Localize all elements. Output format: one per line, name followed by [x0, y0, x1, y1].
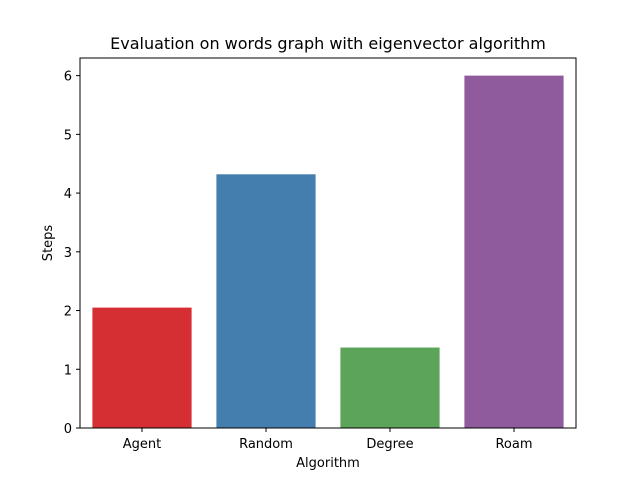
- x-tick-label: Random: [239, 437, 293, 452]
- x-tick-label: Agent: [123, 437, 161, 452]
- plot-area-frame: [79, 57, 577, 429]
- y-tick-label: 2: [64, 305, 72, 320]
- x-axis-label: Algorithm: [296, 456, 360, 471]
- chart-title: Evaluation on words graph with eigenvect…: [110, 34, 546, 53]
- y-axis-label: Steps: [41, 225, 56, 262]
- y-tick-label: 5: [64, 128, 72, 143]
- y-tick-label: 0: [64, 422, 72, 437]
- x-tick-label: Degree: [366, 437, 413, 452]
- x-tick-label: Roam: [495, 437, 532, 452]
- y-tick-label: 1: [64, 363, 72, 378]
- y-tick-label: 6: [64, 70, 72, 85]
- bars-layer: [92, 75, 564, 429]
- ticks-layer: Agent Random Degree Roam 0 1 2 3 4 5 6: [64, 70, 533, 452]
- bar-random: [216, 174, 316, 428]
- bar-degree: [340, 347, 440, 428]
- y-tick-label: 3: [64, 246, 72, 261]
- y-tick-label: 4: [64, 187, 72, 202]
- bar-roam: [464, 75, 564, 429]
- bar-agent: [92, 307, 192, 428]
